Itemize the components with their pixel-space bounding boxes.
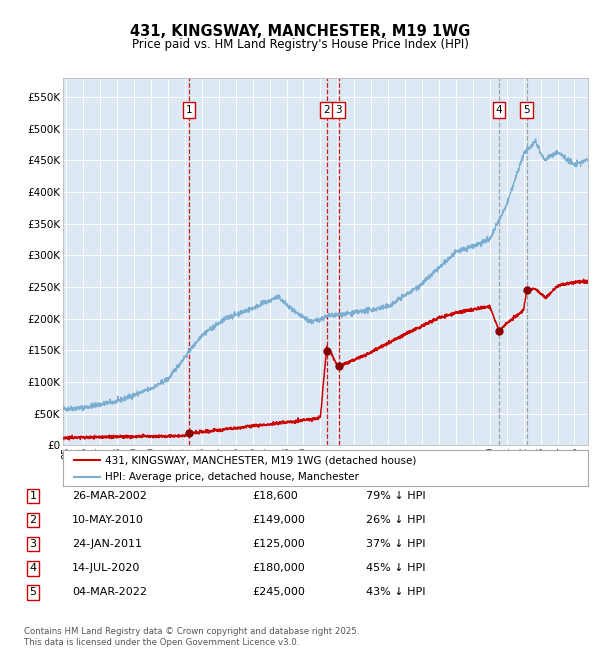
Text: 37% ↓ HPI: 37% ↓ HPI: [366, 539, 425, 549]
Text: HPI: Average price, detached house, Manchester: HPI: Average price, detached house, Manc…: [105, 473, 359, 482]
Text: 79% ↓ HPI: 79% ↓ HPI: [366, 491, 425, 501]
Text: £149,000: £149,000: [252, 515, 305, 525]
Text: 1: 1: [185, 105, 192, 114]
Text: 4: 4: [496, 105, 502, 114]
Text: 3: 3: [335, 105, 342, 114]
Text: 26% ↓ HPI: 26% ↓ HPI: [366, 515, 425, 525]
Text: 2: 2: [29, 515, 37, 525]
Text: 45% ↓ HPI: 45% ↓ HPI: [366, 563, 425, 573]
Text: 431, KINGSWAY, MANCHESTER, M19 1WG (detached house): 431, KINGSWAY, MANCHESTER, M19 1WG (deta…: [105, 456, 416, 465]
Text: 24-JAN-2011: 24-JAN-2011: [72, 539, 142, 549]
Text: £180,000: £180,000: [252, 563, 305, 573]
Text: 4: 4: [29, 563, 37, 573]
Text: £125,000: £125,000: [252, 539, 305, 549]
Text: 5: 5: [29, 587, 37, 597]
Text: 2: 2: [323, 105, 330, 114]
Text: 3: 3: [29, 539, 37, 549]
Text: 5: 5: [523, 105, 530, 114]
Text: £18,600: £18,600: [252, 491, 298, 501]
Text: Contains HM Land Registry data © Crown copyright and database right 2025.
This d: Contains HM Land Registry data © Crown c…: [24, 627, 359, 647]
Text: 04-MAR-2022: 04-MAR-2022: [72, 587, 147, 597]
Text: 26-MAR-2002: 26-MAR-2002: [72, 491, 147, 501]
Text: 43% ↓ HPI: 43% ↓ HPI: [366, 587, 425, 597]
Text: 10-MAY-2010: 10-MAY-2010: [72, 515, 144, 525]
Text: Price paid vs. HM Land Registry's House Price Index (HPI): Price paid vs. HM Land Registry's House …: [131, 38, 469, 51]
Text: 431, KINGSWAY, MANCHESTER, M19 1WG: 431, KINGSWAY, MANCHESTER, M19 1WG: [130, 23, 470, 39]
Text: 1: 1: [29, 491, 37, 501]
Text: 14-JUL-2020: 14-JUL-2020: [72, 563, 140, 573]
Text: £245,000: £245,000: [252, 587, 305, 597]
